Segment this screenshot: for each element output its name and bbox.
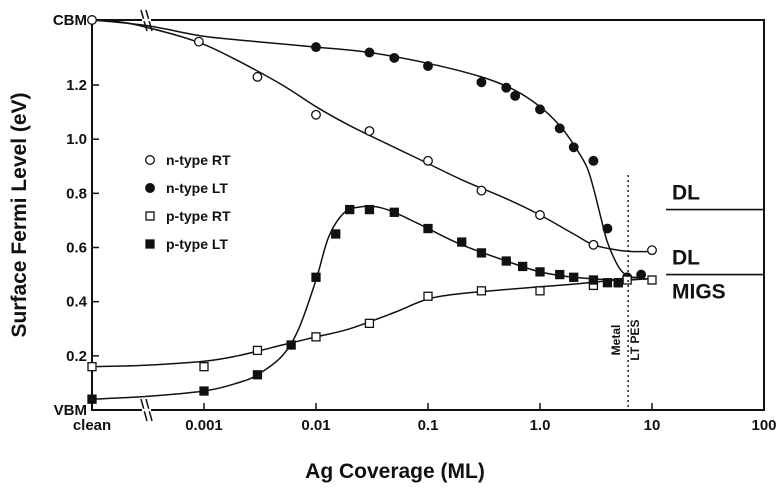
- data-point-filled-square: [535, 267, 545, 277]
- data-point-filled-square: [311, 272, 321, 282]
- data-point-filled-square: [518, 261, 528, 272]
- fit-curve-filled-circle: [91, 19, 642, 279]
- legend-label: p-type RT: [166, 208, 231, 224]
- data-point-filled-square: [389, 207, 399, 217]
- data-point-open-circle: [364, 126, 375, 136]
- data-point-open-square: [199, 362, 209, 372]
- dl-upper-label: DL: [672, 182, 700, 205]
- fit-curve-open-square: [91, 277, 653, 368]
- dl-lower-label: DL: [672, 247, 700, 270]
- data-point-open-square: [647, 275, 657, 285]
- data-point-filled-circle: [554, 123, 565, 134]
- legend-label: n-type RT: [166, 152, 231, 168]
- axis-break-bottom: [140, 398, 153, 422]
- x-axis-title: Ag Coverage (ML): [305, 460, 485, 483]
- legend-marker-open-square: [145, 211, 155, 221]
- x-tick-label: 0.001: [185, 417, 223, 434]
- data-point-filled-circle: [501, 82, 512, 93]
- data-point-open-square: [622, 275, 632, 285]
- data-point-open-circle: [588, 239, 599, 250]
- data-point-open-circle: [252, 71, 263, 82]
- lt-pes-label: LT PES: [628, 319, 642, 360]
- data-point-open-circle: [476, 185, 487, 196]
- data-point-filled-circle: [602, 223, 613, 234]
- y-tick-label: 0.6: [66, 240, 87, 257]
- x-tick-label: 0.01: [301, 417, 330, 434]
- data-point-filled-circle: [389, 52, 400, 63]
- data-point-open-square: [311, 332, 321, 342]
- data-point-filled-square: [476, 248, 487, 258]
- data-point-open-square: [87, 362, 97, 372]
- data-point-filled-square: [569, 272, 579, 282]
- y-axis-title: Surface Fermi Level (eV): [8, 92, 31, 337]
- data-point-open-square: [535, 286, 545, 296]
- y-tick-label: CBM: [53, 12, 87, 29]
- data-point-filled-square: [331, 229, 341, 239]
- legend-label: p-type LT: [166, 236, 228, 252]
- data-point-open-circle: [193, 36, 204, 47]
- data-point-filled-square: [87, 394, 97, 404]
- metal-label: Metal: [609, 325, 623, 356]
- data-point-open-circle: [535, 210, 545, 220]
- data-point-open-circle: [87, 15, 97, 25]
- data-point-filled-circle: [568, 142, 579, 153]
- legend-marker-open-circle: [145, 155, 155, 165]
- y-tick-label: 1.0: [66, 131, 87, 148]
- data-point-filled-circle: [476, 77, 487, 88]
- data-point-filled-square: [588, 275, 599, 285]
- legend: n-type RT n-type LT p-type RT p-type LT: [145, 152, 231, 252]
- data-point-filled-square: [345, 204, 355, 215]
- axis-break-top: [140, 9, 153, 32]
- data-point-open-square: [423, 291, 433, 301]
- legend-marker-filled-square: [145, 239, 155, 249]
- data-point-open-circle: [423, 155, 433, 166]
- data-point-filled-circle: [636, 269, 647, 280]
- data-point-filled-circle: [510, 90, 521, 101]
- y-tick-label: 1.2: [66, 77, 87, 94]
- data-point-filled-square: [286, 340, 296, 350]
- y-axis-ticks: VBM 0.2 0.4 0.6 0.8 1.0 1.2 CBM: [53, 12, 99, 419]
- x-tick-label: 0.1: [418, 417, 439, 434]
- data-point-open-circle: [647, 245, 657, 256]
- data-point-filled-square: [457, 237, 467, 247]
- data-point-filled-square: [199, 386, 209, 396]
- legend-label: n-type LT: [166, 180, 228, 196]
- data-point-filled-square: [613, 278, 623, 288]
- data-point-open-circle: [311, 109, 321, 120]
- data-point-filled-square: [602, 278, 613, 288]
- data-point-open-square: [476, 286, 487, 296]
- data-point-open-square: [364, 318, 375, 328]
- x-tick-label: clean: [73, 417, 111, 434]
- legend-marker-filled-circle: [145, 183, 155, 193]
- y-tick-label: 0.4: [66, 294, 88, 311]
- data-point-filled-circle: [588, 155, 599, 166]
- data-points: [87, 15, 657, 404]
- data-point-filled-circle: [535, 104, 545, 115]
- x-tick-label: 10: [644, 417, 661, 434]
- data-point-filled-square: [423, 223, 433, 234]
- x-tick-label: 1.0: [530, 417, 551, 434]
- y-tick-label: 0.8: [66, 185, 87, 202]
- data-point-open-square: [252, 345, 263, 356]
- migs-label: MIGS: [672, 281, 726, 304]
- fit-curve-filled-square: [91, 205, 653, 400]
- data-point-filled-square: [252, 370, 263, 380]
- data-point-filled-square: [555, 269, 565, 280]
- y-tick-label: 0.2: [66, 348, 87, 365]
- data-point-filled-circle: [311, 42, 321, 53]
- x-tick-label: 100: [751, 417, 776, 434]
- y-tick-label: VBM: [54, 402, 87, 419]
- data-point-filled-square: [501, 256, 511, 266]
- data-point-filled-circle: [364, 47, 375, 58]
- x-axis-ticks: clean 0.001 0.01 0.1 1.0 10 100: [73, 403, 777, 434]
- data-point-filled-circle: [423, 61, 433, 71]
- data-point-filled-square: [364, 204, 375, 215]
